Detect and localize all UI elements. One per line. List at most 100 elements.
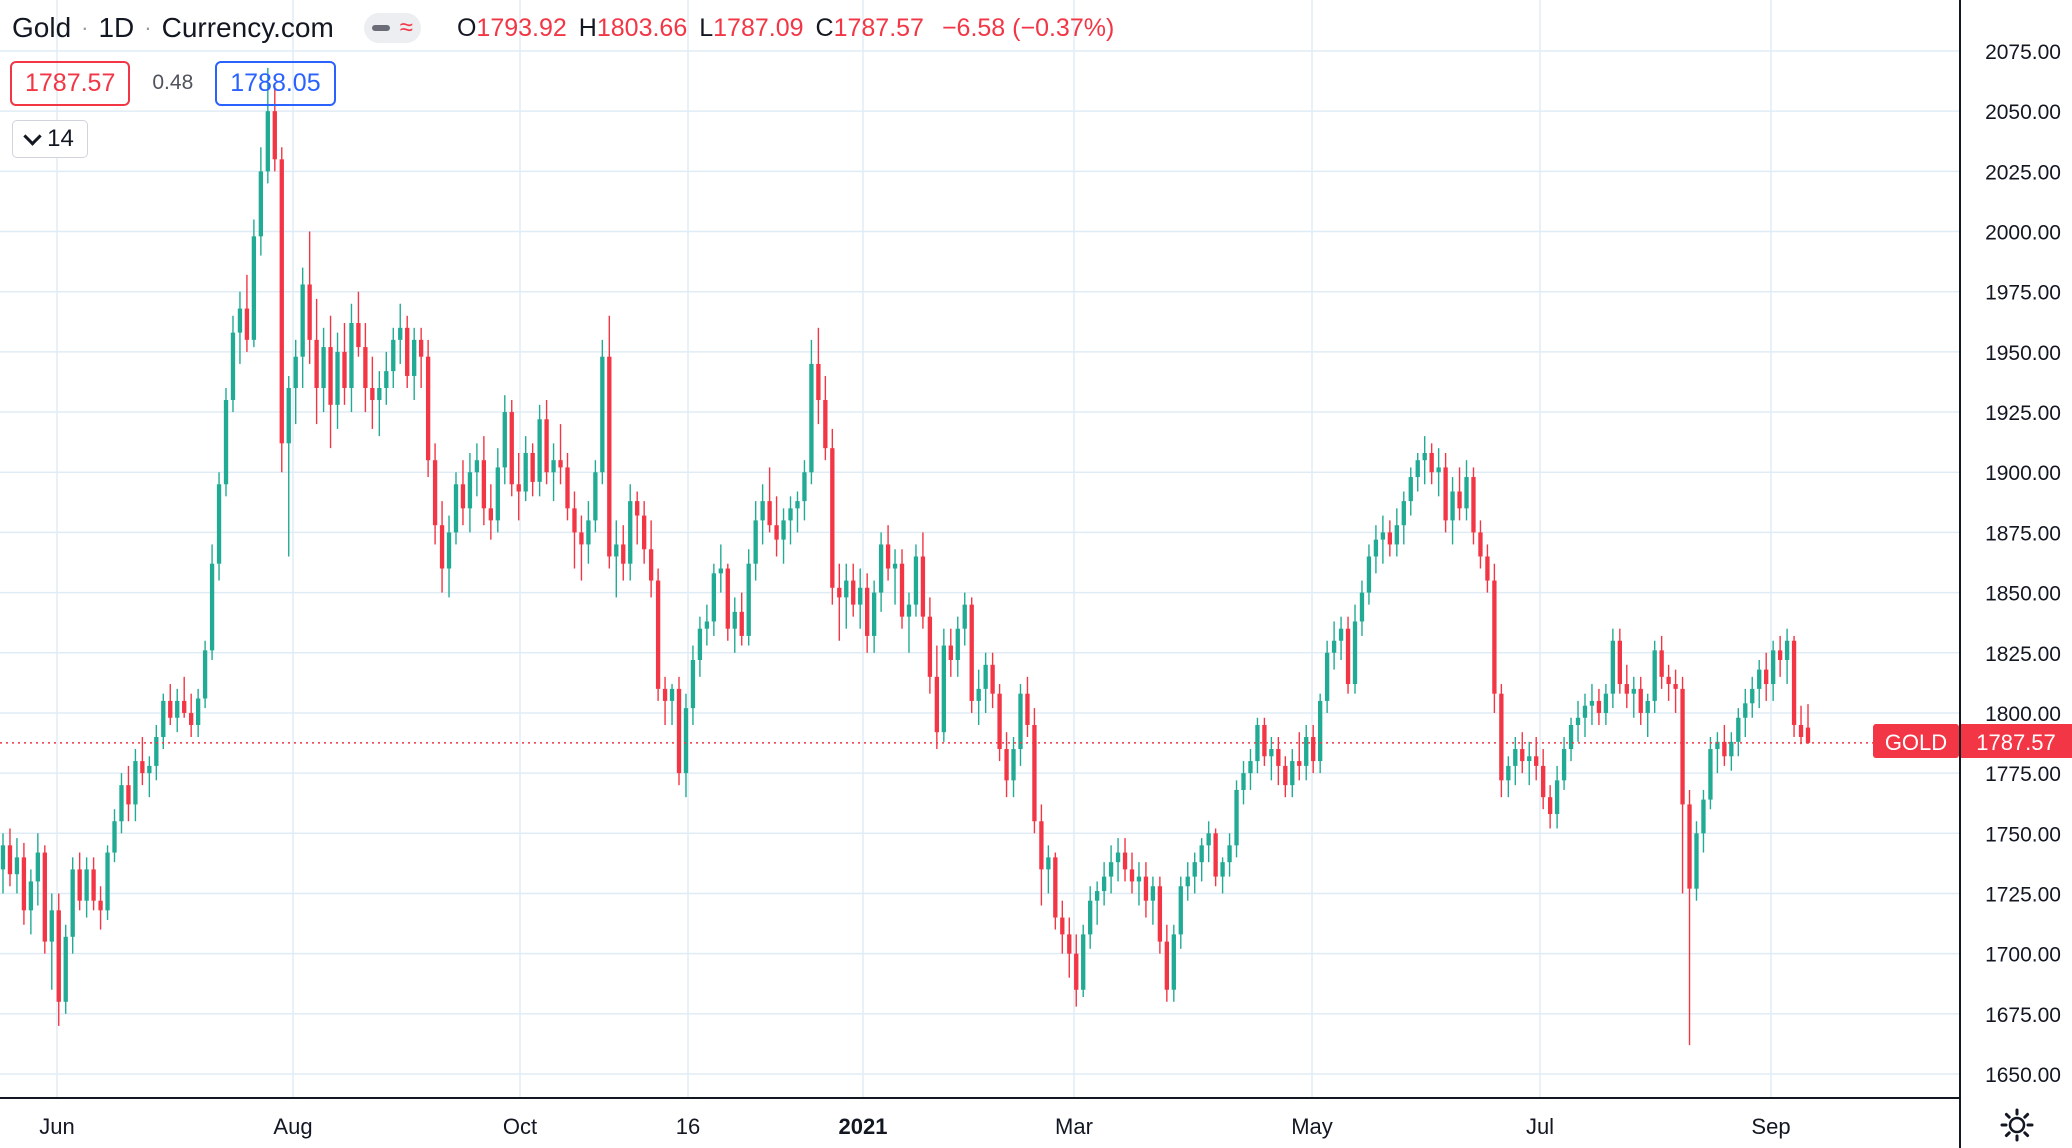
time-axis[interactable]: Jun Aug Oct 16 2021 Mar May Jul Sep: [39, 1114, 1790, 1139]
candle: [1331, 621, 1337, 670]
candle-body: [892, 563, 898, 569]
candle-body: [1589, 700, 1595, 706]
candle: [14, 838, 20, 894]
candle: [1129, 852, 1135, 894]
candle-body: [161, 700, 166, 738]
candle-body: [474, 460, 480, 473]
candle-body: [941, 645, 946, 733]
candle-body: [851, 580, 856, 605]
candle-body: [1234, 789, 1239, 846]
candle: [1687, 789, 1692, 1046]
candle-body: [899, 563, 905, 617]
price-axis[interactable]: 2075.00 2050.00 2025.00 2000.00 1975.00 1950.…: [1985, 41, 2061, 1087]
candle: [1603, 684, 1609, 725]
open-label: O: [456, 13, 477, 42]
candle: [1283, 756, 1288, 798]
interval[interactable]: 1D: [98, 12, 135, 43]
candle: [544, 400, 549, 485]
candle: [1192, 852, 1197, 894]
candle-body: [21, 857, 27, 911]
candle-body: [1345, 628, 1351, 685]
candle-body: [49, 910, 54, 942]
candle: [990, 652, 995, 709]
candle-body: [509, 412, 514, 485]
candle: [600, 339, 605, 485]
indicators-collapse-button[interactable]: 14: [12, 120, 88, 158]
candle-body: [1004, 749, 1009, 781]
candle: [913, 544, 919, 617]
candle: [509, 400, 514, 497]
candle: [1136, 862, 1142, 906]
candle-body: [1178, 886, 1183, 935]
candle: [969, 597, 974, 713]
candle: [1457, 467, 1462, 521]
candle-body: [1241, 773, 1246, 790]
chart-style-toggle[interactable]: ≈: [363, 13, 421, 43]
candle: [1164, 924, 1170, 1002]
candle: [802, 460, 807, 521]
candle: [1610, 628, 1616, 709]
candle-body: [405, 327, 410, 376]
candle-body: [1269, 749, 1274, 757]
candle-body: [1764, 669, 1769, 685]
buy-price-button[interactable]: 1788.05: [215, 60, 336, 106]
candle: [1262, 717, 1267, 766]
candle: [279, 147, 284, 473]
candle-body: [467, 472, 473, 509]
y-tick-label: 1700.00: [1985, 944, 2061, 967]
candle: [1269, 737, 1274, 781]
candle-body: [42, 852, 47, 942]
candle: [216, 472, 222, 581]
candle: [523, 436, 528, 502]
candle-body: [1527, 756, 1532, 762]
candle: [7, 828, 13, 887]
candle: [1366, 544, 1372, 605]
candle: [335, 332, 340, 429]
candle: [823, 375, 828, 461]
candle: [1596, 688, 1602, 725]
candle: [502, 395, 507, 485]
candle: [488, 484, 493, 540]
wave-icon[interactable]: ≈: [399, 14, 413, 41]
candle-body: [1415, 460, 1420, 478]
candle: [1408, 467, 1413, 516]
high-value: 1803.66: [596, 13, 688, 42]
candle: [1645, 693, 1650, 738]
candle: [244, 274, 250, 352]
candle-body: [1680, 688, 1685, 805]
candle-body: [1610, 640, 1616, 694]
flat-line-icon[interactable]: [371, 25, 390, 31]
candle: [655, 568, 661, 701]
candle-body: [1290, 761, 1295, 786]
candle: [21, 842, 27, 925]
candle: [1492, 563, 1497, 713]
candle: [1401, 491, 1406, 545]
candle-body: [1547, 797, 1553, 815]
candle-body: [871, 592, 877, 636]
candle-body: [969, 604, 974, 701]
candles: [0, 67, 1811, 1046]
candle-body: [502, 412, 507, 468]
settings-gear-icon[interactable]: [2000, 1108, 2034, 1142]
candle: [147, 756, 152, 798]
candle: [1575, 700, 1581, 742]
candle: [844, 563, 849, 629]
x-tick-label: Jun: [39, 1114, 74, 1139]
symbol-name[interactable]: Gold: [12, 12, 72, 43]
candle-body: [628, 501, 633, 564]
sell-price-button[interactable]: 1787.57: [10, 60, 131, 106]
x-tick-label: Mar: [1055, 1114, 1093, 1139]
candle-body: [1366, 556, 1372, 593]
chevron-down-icon: [23, 126, 42, 146]
candle-body: [600, 356, 605, 473]
candle-body: [1471, 477, 1476, 533]
candle: [1025, 676, 1030, 738]
candle-body: [690, 659, 696, 709]
candle: [816, 327, 821, 425]
quote-row: 1787.57 0.48 1788.05: [10, 60, 336, 106]
candle: [321, 327, 326, 413]
candle-body: [1666, 676, 1671, 685]
candle: [356, 291, 361, 357]
candle: [84, 857, 89, 918]
